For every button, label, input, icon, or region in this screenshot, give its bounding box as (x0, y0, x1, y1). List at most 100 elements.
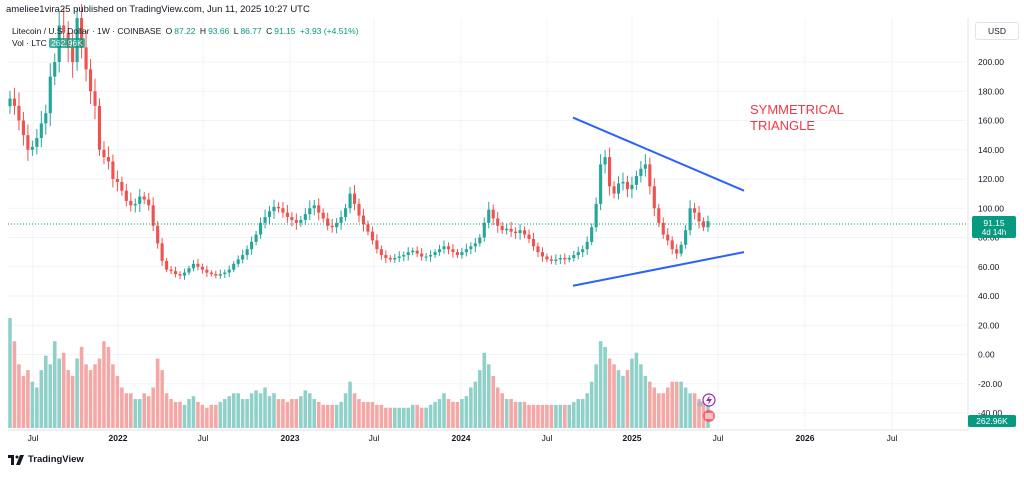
candle-body (303, 214, 307, 220)
volume-bar (558, 404, 563, 428)
candle-body (285, 212, 289, 218)
candle-body (53, 62, 57, 77)
volume-bar (307, 393, 312, 428)
candle-body (397, 256, 401, 258)
candle-body (111, 161, 115, 179)
candle-body (478, 237, 482, 244)
candle-body (142, 196, 146, 200)
volume-layer (8, 318, 710, 428)
volume-bar (84, 364, 88, 428)
candle-body (652, 186, 656, 209)
candle-body (357, 203, 361, 216)
volume-bar (482, 352, 487, 428)
candle-body (30, 146, 34, 150)
volume-bar (339, 401, 343, 428)
candle-body (165, 260, 169, 270)
candle-body (344, 208, 348, 218)
volume-bar (397, 407, 402, 428)
candle-body (272, 206, 276, 212)
candle-body (554, 259, 558, 261)
candle-body (590, 227, 594, 242)
volume-tag: 262.96K (968, 415, 1016, 427)
candle-body (308, 208, 312, 215)
volume-bar (446, 399, 451, 428)
x-tick-label: 2023 (281, 433, 300, 443)
volume-bar (357, 399, 361, 428)
volume-legend[interactable]: Vol · LTC 262.96K (12, 38, 85, 48)
footer-brand[interactable]: TradingView (8, 454, 84, 465)
volume-bar (656, 393, 661, 428)
volume-bar (12, 341, 17, 428)
volume-bar (643, 375, 648, 428)
volume-bar (164, 393, 169, 428)
high-value: 93.66 (208, 26, 230, 36)
candle-body (446, 246, 451, 250)
y-tick-label: 160.00 (978, 116, 1004, 126)
volume-bar (8, 318, 12, 428)
candle-body (531, 238, 536, 247)
candle-body (630, 184, 634, 190)
candle-body (191, 263, 196, 269)
y-tick-label: 100.00 (978, 203, 1004, 213)
volume-bar (361, 401, 366, 428)
volume-bar (442, 393, 446, 428)
plus-icon[interactable] (697, 401, 703, 407)
price-tag-value: 91.15 (983, 218, 1005, 228)
candle-body (522, 230, 527, 235)
volume-bar (30, 381, 35, 428)
volume-bar (379, 404, 384, 428)
volume-bar (634, 352, 639, 428)
candle-body (299, 219, 303, 223)
volume-bar (455, 401, 460, 428)
candle-body (388, 257, 392, 260)
candle-body (133, 203, 137, 206)
candle-body (540, 252, 545, 257)
volume-bar (428, 404, 433, 428)
volume-bar (200, 404, 205, 428)
candle-body (106, 157, 111, 162)
candle-body (670, 240, 674, 250)
volume-bar (115, 375, 120, 428)
candle-body (26, 135, 30, 150)
candle-body (545, 256, 549, 260)
volume-bar (616, 370, 621, 428)
candle-body (187, 268, 191, 273)
candle-body (366, 224, 370, 232)
candle-body (214, 274, 218, 276)
x-tick-label: 2025 (623, 433, 642, 443)
candle-body (223, 272, 227, 275)
annotation-line2: TRIANGLE (750, 118, 815, 133)
candle-body (178, 274, 182, 276)
volume-bar (334, 404, 339, 428)
symbol-legend[interactable]: Litecoin / U.S. Dollar · 1W · COINBASE O… (12, 26, 361, 36)
volume-bar (401, 407, 406, 428)
volume-bar (187, 399, 191, 428)
volume-bar (178, 401, 182, 428)
candle-body (558, 257, 562, 260)
volume-bar (370, 401, 375, 428)
currency-button[interactable]: USD (975, 22, 1019, 40)
candle-body (120, 181, 124, 191)
candle-body (218, 274, 222, 276)
candle-body (352, 193, 357, 204)
volume-bar (464, 396, 469, 428)
flag-icon[interactable] (703, 410, 715, 422)
volume-bar (688, 393, 692, 428)
candle-body (639, 168, 643, 177)
volume-bar (495, 387, 500, 428)
volume-bar (325, 404, 330, 428)
candle-body (339, 217, 343, 223)
candle-body (294, 219, 298, 223)
volume-bar (236, 393, 240, 428)
candle-body (88, 69, 93, 92)
volume-bar (294, 399, 299, 428)
candle-body (527, 234, 531, 239)
candle-body (335, 222, 339, 228)
volume-bar (173, 401, 178, 428)
candle-body (169, 269, 173, 272)
candle-body (227, 269, 231, 273)
low-value: 86.77 (240, 26, 262, 36)
volume-bar (258, 393, 263, 428)
lightning-icon[interactable] (702, 393, 716, 407)
